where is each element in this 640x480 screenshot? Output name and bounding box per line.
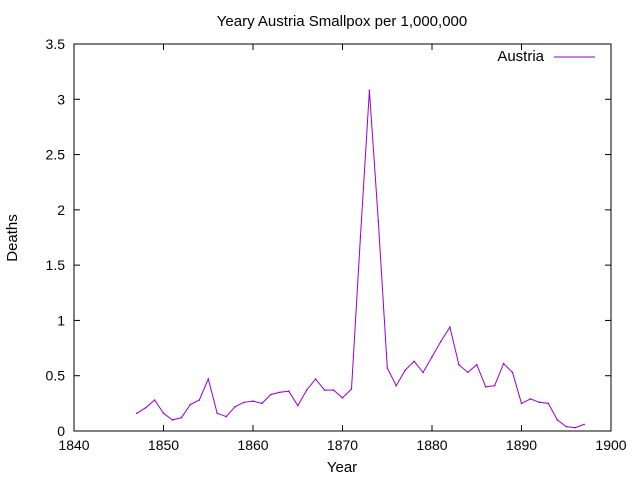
data-point: [529, 398, 532, 400]
data-point: [189, 403, 192, 406]
x-tick-label: 1870: [327, 437, 358, 453]
data-point: [135, 412, 138, 415]
data-point: [270, 393, 272, 396]
data-point: [350, 388, 353, 390]
data-point: [556, 419, 559, 421]
y-tick-label: 1: [57, 312, 65, 328]
data-point: [493, 384, 496, 387]
data-point: [520, 402, 523, 405]
data-point: [377, 220, 380, 222]
data-point: [574, 426, 576, 429]
data-point: [413, 360, 415, 363]
data-point: [341, 397, 344, 399]
data-point: [198, 399, 201, 401]
legend-label-austria: Austria: [497, 48, 544, 65]
data-point: [162, 412, 165, 415]
x-tick-label: 1850: [148, 437, 179, 453]
y-tick-label: 3: [57, 91, 65, 107]
data-point: [305, 389, 308, 391]
data-point: [180, 416, 183, 419]
data-point: [547, 402, 550, 405]
x-tick-label: 1890: [506, 437, 537, 453]
y-axis-title: Deaths: [4, 214, 21, 262]
data-point: [476, 363, 478, 366]
y-tick-label: 2: [57, 202, 65, 218]
data-point: [431, 356, 433, 358]
data-point: [467, 371, 469, 374]
series-layer: [135, 89, 585, 429]
data-point: [314, 378, 317, 380]
data-point: [440, 340, 442, 343]
x-axis-title: Year: [327, 459, 357, 476]
data-point: [144, 407, 147, 409]
data-point: [386, 367, 389, 369]
data-point: [252, 400, 254, 402]
data-point: [502, 362, 505, 365]
data-point: [216, 412, 218, 415]
y-axis: 0 0.5 1 1.5 2 2.5 3 3.5: [46, 36, 611, 439]
data-point: [234, 405, 236, 408]
data-point: [511, 371, 514, 374]
data-point: [288, 390, 290, 393]
series-points: [135, 89, 585, 429]
data-point: [332, 389, 335, 391]
data-point: [368, 89, 371, 92]
data-point: [207, 378, 210, 380]
data-point: [359, 236, 362, 239]
x-axis: 1840 1850 1860 1870 1880 1890 1900: [58, 44, 627, 453]
x-tick-label: 1860: [237, 437, 268, 453]
x-tick-label: 1840: [58, 437, 89, 453]
data-point: [153, 399, 156, 401]
data-point: [449, 326, 451, 328]
y-tick-label: 2.5: [46, 147, 66, 163]
data-point: [323, 389, 326, 391]
x-tick-label: 1900: [595, 437, 626, 453]
series-line-austria: [136, 90, 585, 429]
data-point: [422, 371, 424, 374]
data-point: [583, 423, 585, 426]
data-point: [261, 402, 263, 405]
data-point: [458, 363, 460, 366]
chart-title: Yeary Austria Smallpox per 1,000,000: [217, 13, 467, 30]
y-tick-label: 3.5: [46, 36, 66, 52]
data-point: [297, 404, 299, 407]
data-point: [395, 384, 398, 387]
y-tick-label: 0: [57, 423, 65, 439]
data-point: [243, 401, 245, 404]
data-point: [171, 419, 174, 421]
data-point: [484, 386, 487, 388]
plot-frame: [73, 43, 612, 432]
legend: Austria: [497, 48, 595, 65]
data-point: [225, 415, 227, 418]
y-tick-label: 0.5: [46, 368, 66, 384]
data-point: [565, 425, 568, 428]
data-point: [538, 401, 541, 404]
data-point: [279, 391, 281, 394]
data-point: [404, 369, 407, 372]
y-tick-label: 1.5: [46, 257, 66, 273]
x-tick-label: 1880: [416, 437, 447, 453]
